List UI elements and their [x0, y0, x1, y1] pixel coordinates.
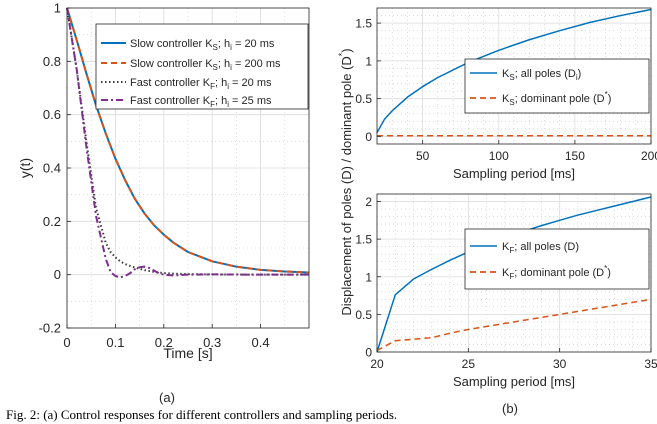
y-ticks-b-bottom: 0 0.5 1 1.5 2 [355, 195, 381, 360]
legend-a: Slow controller KS; hi = 20 ms Slow cont… [95, 23, 309, 110]
legend-label-a-2: Fast controller KF; hi = 20 ms [130, 77, 272, 91]
legend-label-bb-1: KF; dominant pole (D*) [502, 264, 611, 281]
series-a [66, 7, 310, 279]
panel-b-top: 50 100 150 200 0 0.5 1 1.5 Sampling period [ms… [355, 7, 657, 181]
panel-b-bottom: 20 25 30 35 00.511.52 Sampling period [ms] … [355, 193, 657, 416]
x-tick-label: 0.4 [252, 335, 270, 350]
x-ticks-a: 0 0.1 0.2 0.3 0.4 [63, 324, 270, 350]
figure-caption: Fig. 2: (a) Control responses for differ… [6, 407, 397, 422]
x-axis-label-b-bottom: Sampling period [ms] [453, 374, 575, 389]
series-line-bb-1 [376, 298, 652, 352]
x-tick-label: 20 [370, 357, 384, 371]
y-tick-label: 1 [54, 1, 61, 16]
y-tick-label: 1.5 [355, 233, 372, 247]
x-tick-label: 150 [565, 149, 585, 163]
legend-label-bb-0: KF; all poles (D) [502, 241, 579, 255]
legend-label-a-1: Slow controller KS; hi = 200 ms [130, 58, 281, 72]
y-tick-label: 0 [365, 346, 372, 360]
x-tick-label: 0.2 [155, 335, 173, 350]
y-tick-label: 0.6 [43, 107, 61, 122]
y-tick-label: 1 [365, 270, 372, 284]
x-tick-label: 100 [489, 149, 509, 163]
y-tick-label: 0.8 [43, 54, 61, 69]
y-tick-label: 1.5 [355, 17, 372, 31]
series-line-a-1 [66, 7, 310, 274]
legend-label-a-0: Slow controller KS; hi = 20 ms [130, 38, 275, 52]
y-ticks-b-top: 0 0.5 1 1.5 [355, 17, 381, 144]
x-axis-label-b-top: Sampling period [ms] [453, 166, 575, 181]
legend-label-a-3: Fast controller KF; hi = 25 ms [130, 95, 272, 109]
y-tick-label: 0.2 [43, 214, 61, 229]
y-tick-label: 2 [365, 195, 372, 209]
legend-b-bottom: KF; all poles (D) KF; dominant pole (D*) [464, 228, 650, 290]
legend-label-bt-1: KS; dominant pole (D*) [502, 90, 611, 107]
y-tick-label: 0.5 [355, 92, 372, 106]
y-tick-label: 0.5 [355, 308, 372, 322]
axes-box-b-bottom [376, 193, 652, 353]
y-ticks-a: -0.2 0 0.2 0.4 0.6 0.8 1 [39, 1, 71, 336]
legend-b-top: KS; all poles (Di) KS; dominant pole (D*… [464, 58, 650, 114]
x-tick-label: 0.3 [203, 335, 221, 350]
panel-a: 0 0.1 0.2 0.3 0.4 -0.200.20.40.60.81 Time [s… [17, 1, 310, 405]
x-axis-label-a: Time [s] [163, 345, 212, 361]
series-line-a-3 [66, 7, 309, 279]
axes-box-b-top [376, 7, 652, 145]
y-tick-label: 0 [365, 130, 372, 144]
legend-box-b-bottom [464, 228, 650, 290]
y-tick-label: 0.4 [43, 161, 61, 176]
panel-label-b: (b) [502, 401, 518, 416]
x-tick-label: 25 [462, 357, 476, 371]
x-ticks-b-bottom: 20 25 30 35 [370, 348, 657, 371]
x-ticks-b-top: 50 100 150 200 [416, 140, 657, 163]
y-tick-label: 0 [54, 267, 61, 282]
y-axis-label-b: Displacement of poles (D) / dominant pol… [337, 48, 354, 315]
legend-box-a [95, 23, 309, 110]
legend-box-b-top [464, 58, 650, 114]
y-axis-label-a: y(t) [17, 158, 33, 178]
legend-label-bt-0: KS; all poles (Di) [502, 68, 581, 82]
y-tick-label: -0.2 [39, 321, 61, 336]
x-tick-label: 30 [553, 357, 567, 371]
y-tick-label: 1 [365, 54, 372, 68]
panel-label-a: (a) [159, 390, 175, 405]
x-tick-label: 35 [644, 357, 657, 371]
series-line-a-2 [66, 7, 309, 276]
x-tick-label: 50 [416, 149, 430, 163]
x-tick-label: 200 [641, 149, 657, 163]
x-tick-label: 0 [63, 335, 70, 350]
x-tick-label: 0.1 [106, 335, 124, 350]
